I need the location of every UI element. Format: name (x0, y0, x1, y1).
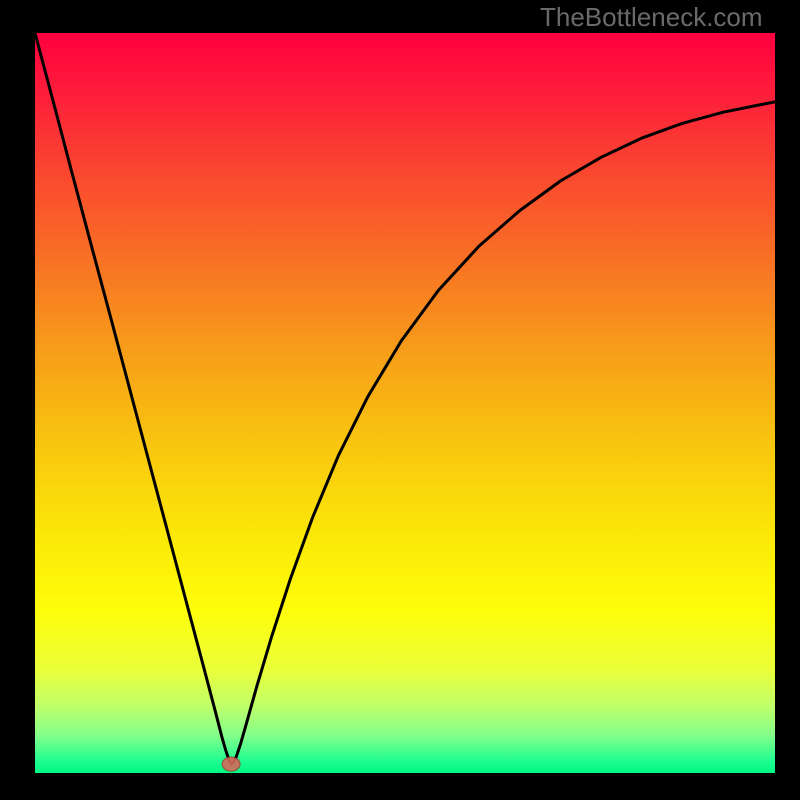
plot-area (35, 33, 775, 773)
gradient-background (35, 33, 775, 773)
watermark-text: TheBottleneck.com (540, 2, 763, 33)
chart-frame: TheBottleneck.com (0, 0, 800, 800)
